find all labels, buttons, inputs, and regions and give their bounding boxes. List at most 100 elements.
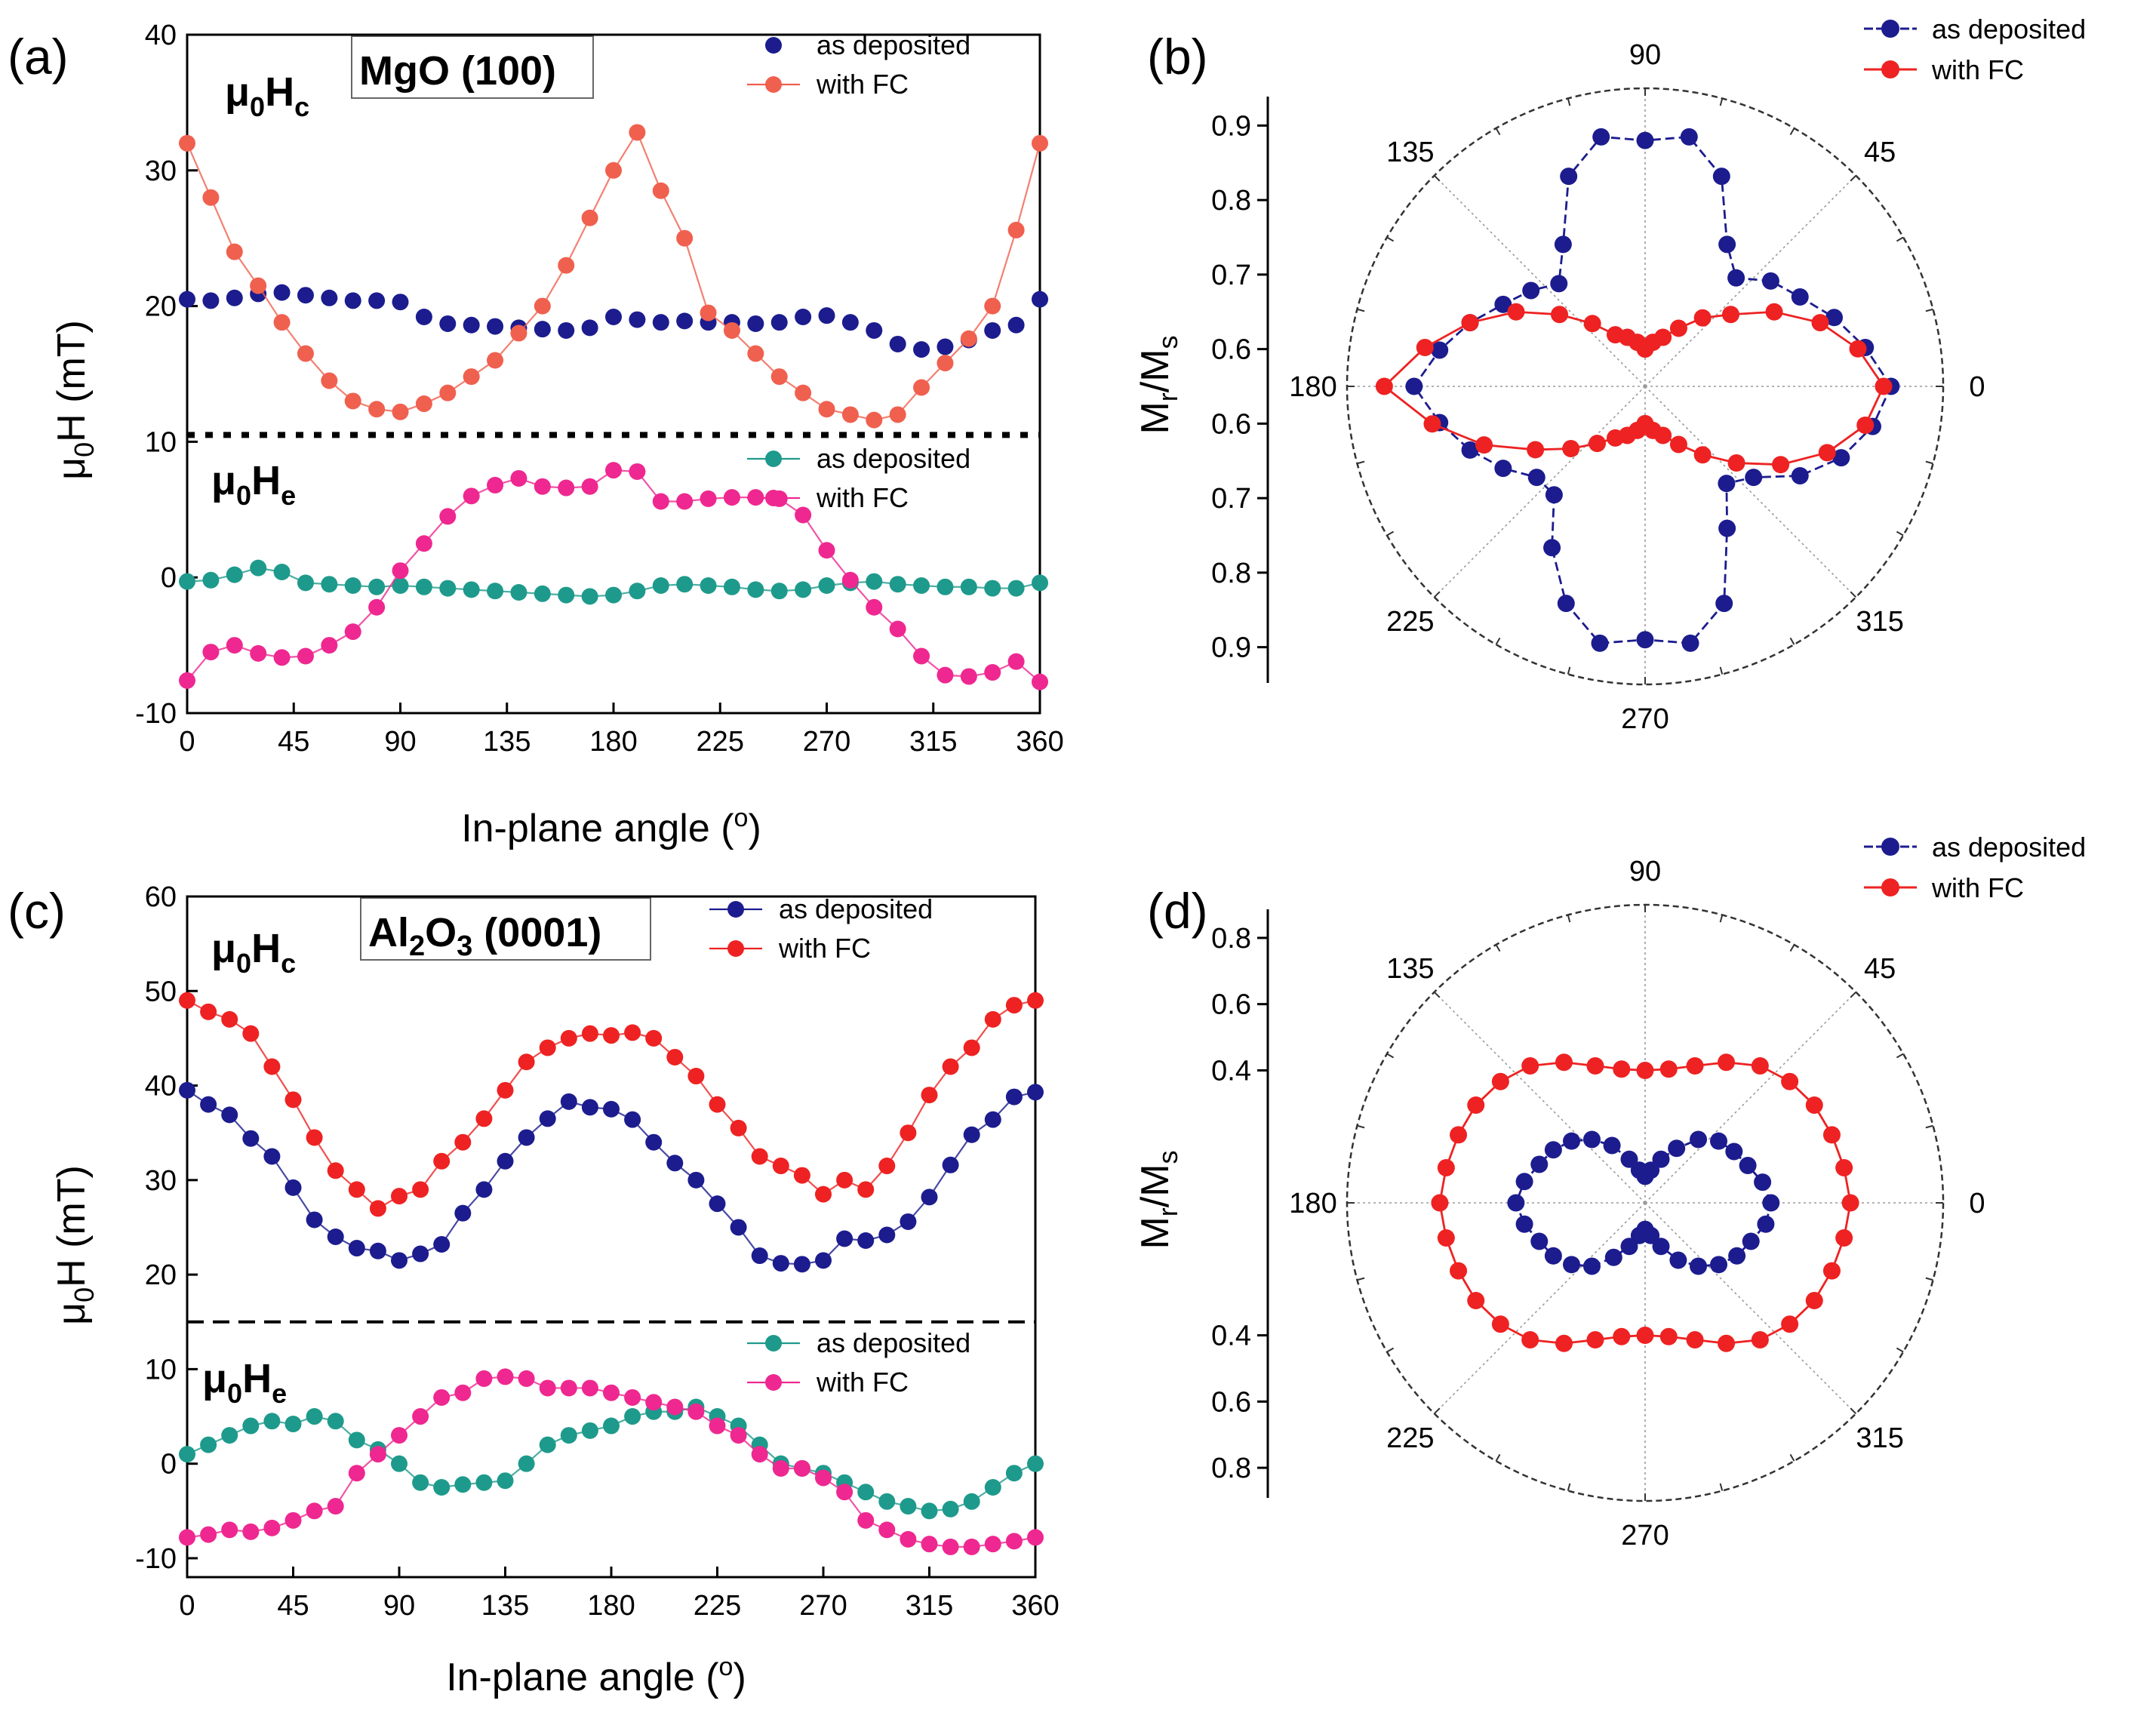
data-point-c-Hc: [878, 1226, 896, 1244]
y-tick-label-a: 40: [145, 20, 177, 51]
data-point-a-Hc: [392, 403, 409, 420]
legend-label-c: as deposited: [779, 893, 933, 924]
data-point-a-He: [676, 576, 694, 593]
data-point-c-He: [1027, 1455, 1044, 1472]
data-point-a-He: [581, 478, 598, 495]
polar-angle-label-b: 135: [1386, 137, 1434, 168]
polar-circle-tick-d: [1789, 944, 1795, 952]
polar-angle-label-d: 45: [1864, 953, 1896, 985]
data-point-c-He: [963, 1538, 980, 1555]
y-tick-label-c: 0: [161, 1449, 177, 1481]
data-point-a-He: [487, 476, 504, 494]
data-point-a-He: [937, 666, 954, 684]
data-point-c-He: [327, 1413, 344, 1430]
polar-circle-tick-b: [1925, 308, 1933, 312]
polar-data-point-d: [1431, 1194, 1449, 1212]
polar-circle-tick-b: [1386, 236, 1395, 242]
xlabel-a: In-plane angle (o): [461, 804, 761, 850]
data-point-c-He: [391, 1427, 408, 1444]
data-point-a-Hc: [841, 406, 859, 423]
polar-circle-tick-b: [1789, 128, 1795, 136]
data-point-a-Hc: [866, 321, 883, 339]
x-tick-label-c: 180: [587, 1590, 635, 1622]
substrate-box-a: [351, 35, 594, 99]
data-point-c-Hc: [666, 1155, 684, 1172]
data-point-c-He: [857, 1511, 875, 1529]
polar-circle-tick-d: [1386, 1347, 1395, 1353]
data-point-a-He: [297, 574, 314, 592]
polar-data-point-b: [1562, 440, 1580, 458]
polar-circle-tick-b: [1567, 666, 1571, 675]
polar-circle-tick-b: [1357, 308, 1365, 312]
data-point-a-Hc: [534, 297, 551, 315]
polar-angle-label-b: 270: [1621, 703, 1669, 735]
data-point-c-Hc: [751, 1247, 768, 1265]
data-point-a-Hc: [676, 312, 694, 330]
data-point-a-He: [415, 535, 432, 552]
data-point-c-He: [200, 1436, 217, 1453]
polar-data-point-d: [1659, 1060, 1678, 1078]
polar-data-point-b: [1818, 444, 1836, 462]
data-point-a-Hc: [250, 277, 267, 294]
data-point-a-Hc: [463, 368, 480, 386]
polar-radial-tick-label-b: 0.7: [1211, 483, 1251, 515]
data-point-a-Hc: [1032, 134, 1048, 152]
data-point-c-Hc: [518, 1129, 535, 1146]
data-point-c-He: [560, 1427, 577, 1444]
polar-data-point-b: [1791, 467, 1809, 484]
polar-circle-tick-d: [1357, 1277, 1365, 1281]
x-tick-label-c: 135: [481, 1590, 529, 1622]
data-point-a-Hc: [273, 314, 291, 331]
polar-data-point-d: [1544, 1247, 1562, 1265]
data-point-c-Hc: [793, 1256, 810, 1273]
data-point-c-He: [581, 1379, 598, 1397]
polar-circle-tick-d: [1495, 1453, 1501, 1462]
data-point-a-Hc: [510, 324, 527, 342]
polar-data-point-b: [1745, 469, 1763, 487]
y-tick-label-a: -10: [135, 698, 177, 730]
polar-data-point-d: [1757, 1215, 1775, 1233]
data-point-a-He: [226, 637, 243, 654]
data-point-c-Hc: [412, 1245, 429, 1262]
data-point-c-Hc: [179, 992, 195, 1009]
data-point-a-He: [605, 462, 622, 479]
legend-marker-a: [765, 451, 782, 467]
substrate-box-c: [360, 897, 651, 961]
polar-data-point-b: [1592, 128, 1610, 146]
data-point-a-He: [818, 577, 835, 594]
y-tick-label-a: 0: [161, 562, 177, 594]
data-point-c-Hc: [284, 1091, 302, 1109]
data-point-c-Hc: [878, 1158, 896, 1175]
polar-data-point-b: [1416, 339, 1434, 357]
data-point-c-He: [581, 1422, 598, 1439]
polar-data-point-d: [1718, 1053, 1736, 1072]
data-point-a-He: [1032, 574, 1048, 592]
polar-data-point-b: [1554, 235, 1572, 254]
polar-data-point-b: [1545, 486, 1563, 504]
data-point-a-He: [747, 581, 764, 598]
data-point-a-He: [652, 577, 669, 594]
polar-data-point-d: [1728, 1247, 1746, 1265]
data-point-c-Hc: [793, 1167, 810, 1184]
polar-data-point-b: [1527, 469, 1545, 487]
data-point-a-Hc: [558, 257, 575, 274]
polar-data-point-b: [1423, 415, 1441, 433]
polar-data-point-d: [1754, 1173, 1772, 1192]
polar-radial-tick-label-d: 0.6: [1211, 1386, 1251, 1418]
polar-data-point-d: [1835, 1159, 1853, 1177]
data-point-c-Hc: [475, 1181, 493, 1198]
polar-data-point-d: [1781, 1315, 1799, 1333]
data-point-c-Hc: [497, 1152, 514, 1170]
hc-label-c: μ0Hc: [211, 926, 296, 979]
polar-circle-tick-d: [1433, 1407, 1441, 1415]
data-point-c-He: [624, 1408, 641, 1425]
data-point-a-Hc: [818, 307, 835, 324]
data-point-c-Hc: [730, 1219, 747, 1236]
polar-data-point-d: [1686, 1330, 1704, 1348]
polar-data-point-d: [1762, 1194, 1780, 1212]
data-point-c-He: [221, 1521, 238, 1539]
data-point-c-Hc: [1027, 992, 1044, 1009]
data-point-c-Hc: [412, 1181, 429, 1198]
he-label-a: μ0He: [211, 458, 296, 511]
data-point-a-He: [487, 583, 504, 600]
